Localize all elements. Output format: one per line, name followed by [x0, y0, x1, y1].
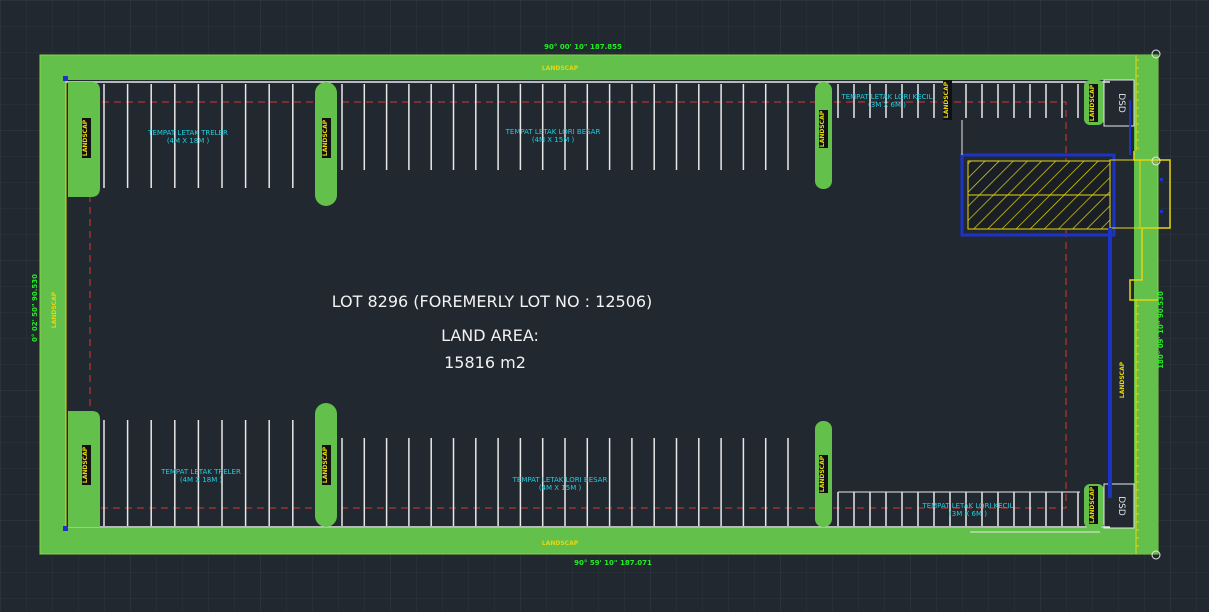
top-treler-line2: (4M X 18M ): [167, 137, 210, 145]
island-label-dsd-bottom: LANDSCAP: [1089, 486, 1098, 524]
landscape-label-bottom: LANDSCAP: [542, 540, 579, 547]
corner-markers: [63, 49, 1161, 560]
island-label-top-mid: LANDSCAP: [322, 118, 331, 158]
top-lori-besar-line1: TEMPAT LETAK LORI BESAR: [505, 128, 601, 136]
svg-text:LANDSCAP: LANDSCAP: [943, 81, 950, 118]
svg-text:LANDSCAP: LANDSCAP: [1089, 84, 1096, 121]
top-lori-besar-line2: (4M X 15M ): [532, 136, 575, 144]
svg-text:LANDSCAP: LANDSCAP: [819, 110, 826, 147]
setback-line: [89, 101, 1067, 509]
bottom-treler-line1: TEMPAT LETAK TRELER: [160, 468, 241, 476]
top-lori-kecil-line1: TEMPAT LETAK LORI KECIL: [840, 93, 932, 101]
landscape-frame: [39, 54, 1159, 555]
bottom-lori-kecil-line1: TEMPAT LETAK LORI KECIL: [921, 502, 1013, 510]
bottom-lori-besar-line2: (4M X 15M ): [539, 484, 582, 492]
landscape-label-left: LANDSCAP: [51, 291, 58, 328]
svg-text:LANDSCAP: LANDSCAP: [819, 455, 826, 492]
landscape-label-top: LANDSCAP: [542, 65, 579, 72]
dsd-label-top: DSD: [1116, 93, 1126, 113]
guardhouse-structure: [960, 100, 1171, 498]
island-label-bottom-mid: LANDSCAP: [322, 445, 331, 485]
landscape-labels: LANDSCAP LANDSCAP LANDSCAP LANDSCAP LAND…: [51, 65, 1126, 547]
parking-stalls: [103, 84, 1100, 533]
island-label-top-right: LANDSCAP: [819, 110, 828, 148]
bearing-bottom: 90° 59' 10" 187.071: [574, 559, 652, 567]
top-treler-line1: TEMPAT LETAK TRELER: [147, 129, 228, 137]
bearing-right: 180° 09' 10" 90.530: [1157, 291, 1165, 369]
land-area-label: LAND AREA:: [441, 326, 539, 345]
lot-title: LOT 8296 (FOREMERLY LOT NO : 12506): [332, 292, 653, 311]
island-label-top-small: LANDSCAP: [943, 80, 952, 120]
island-label-dsd-top: LANDSCAP: [1089, 84, 1098, 122]
bearing-left: 0° 02' 50" 90.530: [31, 274, 39, 342]
bottom-treler-line2: (4M X 18M ): [180, 476, 223, 484]
svg-text:LANDSCAP: LANDSCAP: [1089, 486, 1096, 523]
bottom-lori-besar-line1: TEMPAT LETAK LORI BESAR: [512, 476, 608, 484]
dsd-label-bottom: DSD: [1116, 496, 1126, 516]
bottom-lori-kecil-line2: (3M X 6M ): [949, 510, 987, 518]
svg-text:LANDSCAP: LANDSCAP: [322, 446, 329, 483]
boundary-bearings: 90° 00' 10" 187.855 90° 59' 10" 187.071 …: [31, 43, 1165, 567]
right-boundary-strip: [1129, 55, 1171, 554]
top-lori-kecil-line2: (3M X 6M ): [868, 101, 906, 109]
svg-text:LANDSCAP: LANDSCAP: [322, 119, 329, 156]
land-area-value: 15816 m2: [444, 353, 526, 372]
lot-title-block: LOT 8296 (FOREMERLY LOT NO : 12506) LAND…: [332, 292, 653, 372]
island-label-bottom-right: LANDSCAP: [819, 455, 828, 493]
island-label-top-left: LANDSCAP: [82, 118, 91, 158]
bearing-top: 90° 00' 10" 187.855: [544, 43, 622, 51]
island-label-bottom-left: LANDSCAP: [82, 445, 91, 485]
dsd-boxes: DSD DSD: [1103, 79, 1135, 529]
svg-text:LANDSCAP: LANDSCAP: [82, 446, 89, 483]
parking-area-labels: TEMPAT LETAK TRELER (4M X 18M ) TEMPAT L…: [147, 93, 1013, 518]
svg-text:LANDSCAP: LANDSCAP: [82, 119, 89, 156]
landscape-label-right: LANDSCAP: [1119, 361, 1126, 398]
